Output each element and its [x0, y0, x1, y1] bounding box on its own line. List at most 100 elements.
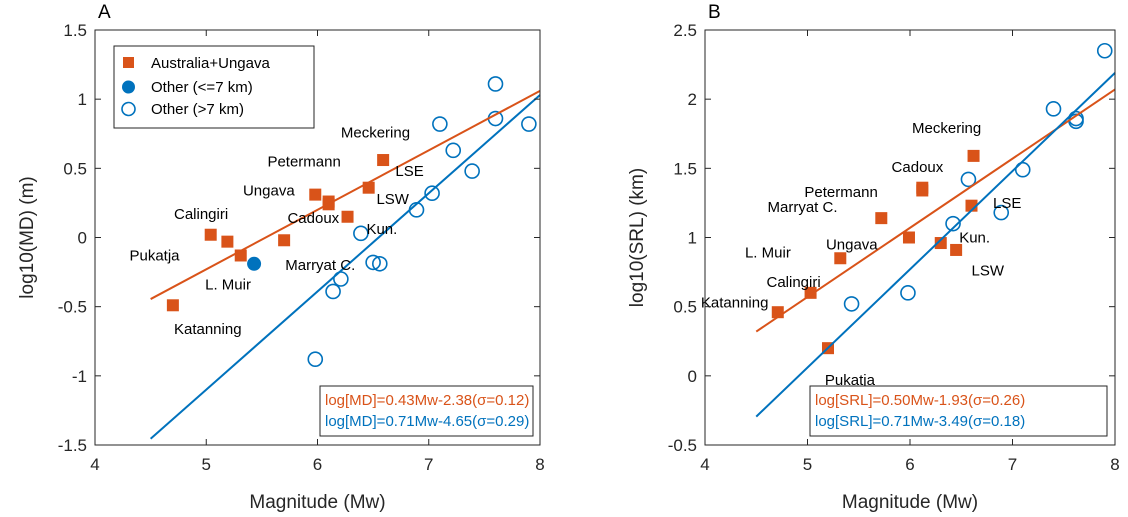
panel-a-fit-layer: [149, 89, 541, 440]
x-tick-label: 4: [90, 455, 99, 474]
annotation-label: Petermann: [267, 153, 340, 170]
point-other-deep: [353, 225, 369, 242]
annotation-label: Ungava: [243, 182, 295, 199]
x-tick-label: 4: [700, 455, 709, 474]
fit-equation-other: log[SRL]=0.71Mw-3.49(σ=0.18): [815, 413, 1025, 430]
point-australia-ungava: [204, 228, 217, 241]
annotation-label: Meckering: [912, 120, 981, 137]
legend: Australia+Ungava Other (<=7 km) Other (>…: [113, 45, 315, 129]
y-tick-label: 0: [78, 229, 87, 248]
y-axis-label: log10(SRL) (km): [627, 168, 648, 307]
fit-line-australia: [150, 89, 541, 300]
y-tick-label: 1.5: [673, 159, 697, 178]
panel-a-axes-layer: 4 5 6 7 8 -1.5 -1 -0.5 0 0.5 1 1.5 Magnitude (Mw) log…: [17, 2, 545, 513]
x-tick-label: 7: [1008, 455, 1017, 474]
x-tick-label: 8: [1110, 455, 1119, 474]
y-tick-label: 0.5: [673, 298, 697, 317]
annotation-label: Petermann: [804, 184, 877, 201]
point-australia-ungava: [875, 212, 888, 225]
annotation-label: Katanning: [701, 295, 769, 312]
x-tick-label: 5: [803, 455, 812, 474]
point-australia-ungava: [341, 210, 354, 223]
fit-line-other: [149, 94, 541, 440]
point-australia-ungava: [166, 299, 179, 312]
annotation-label: Cadoux: [892, 159, 944, 176]
annotation-label: LSE: [395, 163, 423, 180]
point-other-deep: [993, 204, 1010, 221]
panel-letter: A: [98, 2, 111, 23]
annotation-label: Ungava: [826, 236, 878, 253]
annotation-label: Cadoux: [287, 210, 339, 227]
point-other-deep: [945, 215, 961, 232]
point-other-deep: [365, 254, 381, 271]
annotation-label: Calingiri: [767, 274, 821, 291]
x-axis-label: Magnitude (Mw): [249, 492, 385, 513]
y-tick-label: -0.5: [668, 436, 697, 455]
annotation-label: Pukatja: [825, 372, 876, 389]
legend-marker-australia: [123, 57, 134, 68]
x-tick-label: 7: [424, 455, 433, 474]
y-tick-label: 1: [688, 229, 697, 248]
point-other-deep: [371, 255, 388, 272]
point-australia-ungava: [834, 252, 847, 265]
panel-a-equation-box: log[MD]=0.43Mw-2.38(σ=0.12) log[MD]=0.71M…: [319, 385, 534, 437]
panel-b: Katanning Calingiri L. Muir Pukatja Ungava Ma…: [627, 2, 1120, 513]
point-australia-ungava: [967, 149, 980, 162]
fit-equation-australia: log[MD]=0.43Mw-2.38(σ=0.12): [325, 392, 529, 409]
equation-box: [319, 385, 534, 437]
point-other-deep: [325, 283, 341, 300]
y-tick-label: 1.5: [63, 21, 87, 40]
annotation-label: L. Muir: [205, 277, 251, 294]
legend-marker-other-shallow: [122, 80, 135, 94]
annotation-label: Calingiri: [174, 206, 228, 223]
point-australia-ungava: [950, 243, 963, 256]
point-other-deep: [900, 285, 916, 301]
legend-marker-other-deep: [121, 101, 136, 117]
annotation-label: L. Muir: [745, 245, 791, 262]
annotation-label: Katanning: [174, 321, 242, 338]
annotation-label: Meckering: [341, 124, 410, 141]
panel-b-fit-layer: [755, 72, 1116, 418]
annotation-label: Marryat C.: [285, 257, 355, 274]
y-axis-label: log10(MD) (m): [17, 176, 38, 298]
y-tick-label: 0: [688, 367, 697, 386]
point-other-deep: [1014, 161, 1031, 178]
annotation-label: LSW: [972, 263, 1005, 280]
point-other-deep: [1045, 101, 1062, 117]
legend-label-australia: Australia+Ungava: [151, 55, 270, 72]
y-tick-label: -1.5: [58, 436, 87, 455]
point-other-deep: [432, 116, 448, 132]
annotation-label: Marryat C.: [768, 199, 838, 216]
fit-equation-australia: log[SRL]=0.50Mw-1.93(σ=0.26): [815, 392, 1025, 409]
point-australia-ungava: [377, 154, 390, 167]
panel-a: Katanning Pukatja Calingiri L. Muir Marryat …: [17, 2, 545, 513]
legend-box: [113, 45, 315, 129]
fit-line-other: [755, 72, 1116, 418]
y-tick-label: -0.5: [58, 298, 87, 317]
y-tick-label: 2.5: [673, 21, 697, 40]
panel-letter: B: [708, 2, 721, 23]
annotation-label: Kun.: [366, 221, 397, 238]
y-tick-label: 0.5: [63, 159, 87, 178]
point-other-deep: [445, 142, 462, 159]
legend-label-other-shallow: Other (<=7 km): [151, 79, 253, 96]
panel-a-annotation-layer: Katanning Pukatja Calingiri L. Muir Marryat …: [129, 124, 423, 337]
panel-b-series-layer: [771, 42, 1113, 355]
legend-label-other-deep: Other (>7 km): [151, 101, 244, 118]
y-tick-label: -1: [72, 367, 87, 386]
point-other-deep: [960, 171, 977, 188]
x-tick-label: 6: [313, 455, 322, 474]
x-axis-label: Magnitude (Mw): [842, 492, 978, 513]
point-australia-ungava: [934, 237, 947, 250]
fit-equation-other: log[MD]=0.71Mw-4.65(σ=0.29): [325, 413, 529, 430]
panel-b-equation-box: log[SRL]=0.50Mw-1.93(σ=0.26) log[SRL]=0.7…: [809, 385, 1108, 437]
point-other-deep: [464, 163, 480, 179]
point-other-deep: [843, 296, 860, 312]
annotation-label: Kun.: [959, 230, 990, 247]
point-other-deep: [487, 76, 504, 92]
x-tick-label: 5: [202, 455, 211, 474]
point-other-shallow: [247, 256, 262, 271]
y-tick-label: 1: [78, 90, 87, 109]
point-other-deep: [307, 351, 324, 368]
